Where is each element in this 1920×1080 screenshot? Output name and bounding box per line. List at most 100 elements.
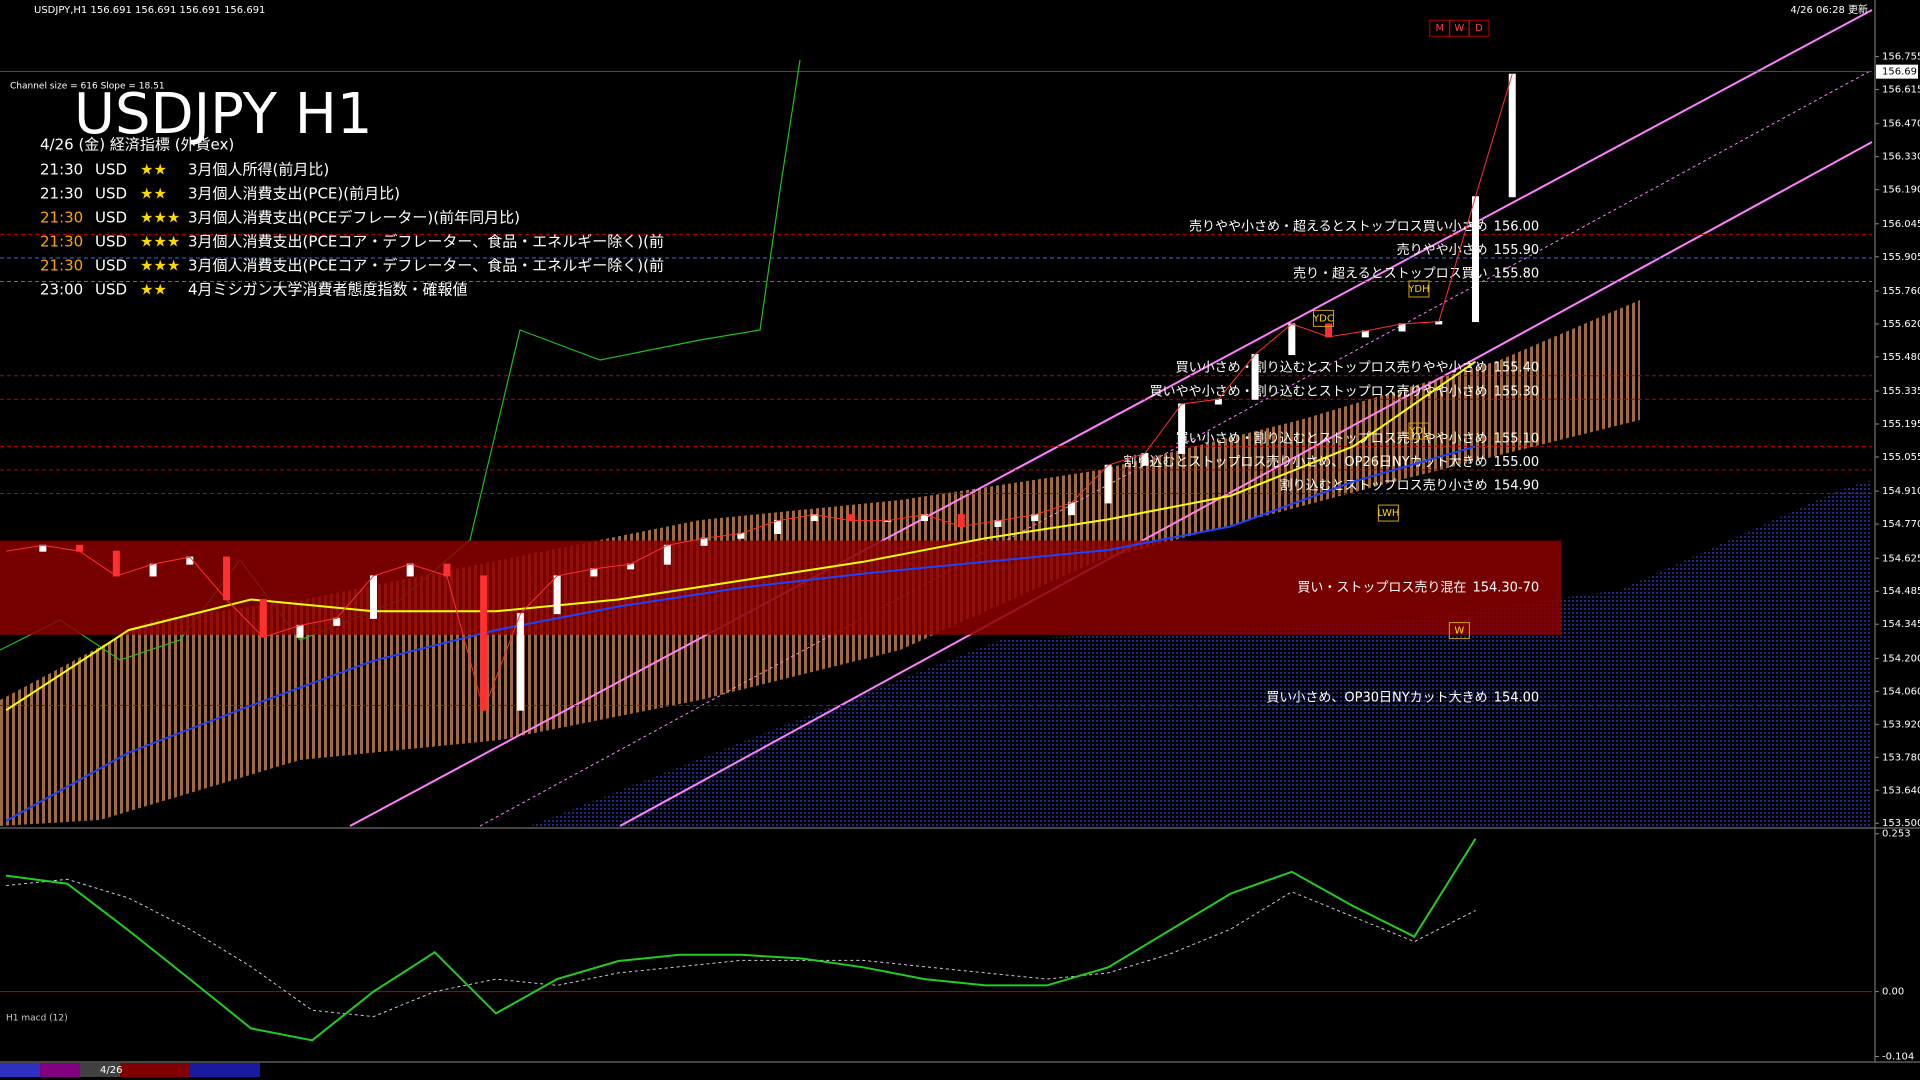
candle xyxy=(1067,502,1075,516)
candle xyxy=(1398,323,1406,332)
y-tick-label: 154.200 xyxy=(1882,653,1920,664)
y-tick-label: 155.195 xyxy=(1882,419,1920,430)
y-tick-label: 153.920 xyxy=(1882,719,1920,730)
y-tick-label: -0.104 xyxy=(1882,1052,1914,1063)
candle xyxy=(1104,464,1112,504)
candle xyxy=(480,575,488,711)
zone-label: 買い・ストップロス売り混在 154.30-70 xyxy=(1297,579,1539,595)
candle xyxy=(663,544,671,565)
level-label: 買い小さめ・割り込むとストップロス売りやや小さめ 155.10 xyxy=(1176,430,1540,446)
event-time: 21:30 xyxy=(40,185,83,203)
marker-label: W xyxy=(1454,23,1464,34)
marker-label: W xyxy=(1454,626,1464,637)
y-tick-label: 154.770 xyxy=(1882,519,1920,530)
event-currency: USD xyxy=(95,281,127,299)
candle xyxy=(1251,354,1259,400)
marker-box xyxy=(1408,422,1430,440)
event-name: 3月個人所得(前月比) xyxy=(188,161,329,179)
level-price: 155.80 xyxy=(1494,266,1540,281)
level-label: 売りやや小さめ 155.90 xyxy=(1397,241,1540,257)
symbol-info: USDJPY,H1 156.691 156.691 156.691 156.69… xyxy=(34,5,265,16)
y-tick-label: 156.330 xyxy=(1882,152,1920,163)
marker-box xyxy=(1408,280,1430,298)
candle xyxy=(516,613,524,711)
y-tick-label: 155.335 xyxy=(1882,386,1920,397)
series-line xyxy=(5,838,1477,1042)
candle xyxy=(76,544,84,552)
candle xyxy=(333,617,341,626)
event-name: 3月個人消費支出(PCEデフレーター)(前年同月比) xyxy=(188,209,520,227)
level-label: 売りやや小さめ・超えるとストップロス買い小さめ 156.00 xyxy=(1189,218,1539,234)
candle xyxy=(443,563,451,577)
event-currency: USD xyxy=(95,185,127,203)
y-tick-label: 0.253 xyxy=(1882,829,1911,840)
level-text: 売り・超えるとストップロス買い xyxy=(1293,265,1488,281)
candle xyxy=(149,563,157,577)
candle xyxy=(1178,403,1186,454)
chart-title: USDJPY H1 xyxy=(74,82,372,147)
candle xyxy=(406,563,414,577)
ichimoku-cloud-lower xyxy=(530,480,1872,826)
channel-midline xyxy=(479,69,1873,827)
candle xyxy=(186,556,194,565)
marker-label: M xyxy=(1435,23,1444,34)
zone-range: 154.30-70 xyxy=(1472,580,1539,595)
level-text: 買いやや小さめ・割り込むとストップロス売りやや小さめ xyxy=(1150,383,1488,399)
candle xyxy=(847,514,855,522)
channel-line xyxy=(349,9,1873,827)
marker-label: LWH xyxy=(1377,508,1399,519)
level-label: 買い小さめ、OP30日NYカット大きめ 154.00 xyxy=(1266,690,1539,705)
status-bar: 4/26 xyxy=(0,1063,260,1077)
level-price: 154.00 xyxy=(1494,690,1540,705)
event-name: 3月個人消費支出(PCE)(前月比) xyxy=(188,185,400,203)
level-text: 買い小さめ・割り込むとストップロス売りやや小さめ xyxy=(1176,359,1488,375)
level-label: 割り込むとストップロス売り小さめ 154.90 xyxy=(1280,477,1540,493)
event-stars: ★★★ xyxy=(140,209,180,227)
y-tick-label: 154.345 xyxy=(1882,619,1920,630)
y-tick-label: 156.045 xyxy=(1882,219,1920,230)
level-price: 155.30 xyxy=(1494,384,1540,399)
candle xyxy=(259,598,267,638)
event-time: 21:30 xyxy=(40,257,83,275)
marker-label: YDH xyxy=(1407,284,1429,295)
candle xyxy=(700,537,708,546)
marker-box xyxy=(1377,504,1399,522)
candle xyxy=(112,550,120,577)
channel-info: Channel size = 616 Slope = 18.51 xyxy=(10,82,165,92)
event-time: 21:30 xyxy=(40,209,83,227)
level-text: 売りやや小さめ・超えるとストップロス買い小さめ xyxy=(1189,218,1488,234)
level-text: 割り込むとストップロス売り小さめ、OP26日NYカット大きめ xyxy=(1123,453,1487,469)
y-tick-label: 153.500 xyxy=(1882,818,1920,829)
status-date: 4/26 xyxy=(100,1065,122,1076)
candle xyxy=(1031,514,1039,522)
event-name: 3月個人消費支出(PCEコア・デフレーター、食品・エネルギー除く)(前 xyxy=(188,257,664,275)
series-line xyxy=(6,878,1476,1018)
marker-box xyxy=(1448,622,1470,640)
y-tick-label: 154.625 xyxy=(1882,553,1920,564)
y-tick-label: 155.760 xyxy=(1882,286,1920,297)
series-line xyxy=(6,74,1513,712)
candle xyxy=(1508,73,1516,198)
macd-label: H1 macd (12) xyxy=(6,1014,68,1024)
status-block xyxy=(40,1063,80,1077)
marker-label: YDL xyxy=(1408,426,1429,437)
event-stars: ★★ xyxy=(140,185,167,203)
y-tick-label: 156.470 xyxy=(1882,119,1920,130)
event-currency: USD xyxy=(95,209,127,227)
event-stars: ★★ xyxy=(140,281,167,299)
y-tick-label: 153.640 xyxy=(1882,785,1920,796)
candle xyxy=(223,556,231,600)
series-line xyxy=(5,445,1476,822)
candle xyxy=(369,575,377,619)
y-tick-label: 155.620 xyxy=(1882,319,1920,330)
current-price: 156.691 xyxy=(1882,67,1920,78)
level-text: 買い小さめ、OP30日NYカット大きめ xyxy=(1266,690,1487,705)
event-stars: ★★★ xyxy=(140,233,180,251)
y-tick-label: 156.190 xyxy=(1882,185,1920,196)
level-text: 売りやや小さめ xyxy=(1397,241,1488,257)
candle xyxy=(774,520,782,535)
marker-box xyxy=(1468,19,1490,37)
level-price: 155.40 xyxy=(1494,360,1540,375)
y-tick-label: 0.00 xyxy=(1882,987,1904,998)
